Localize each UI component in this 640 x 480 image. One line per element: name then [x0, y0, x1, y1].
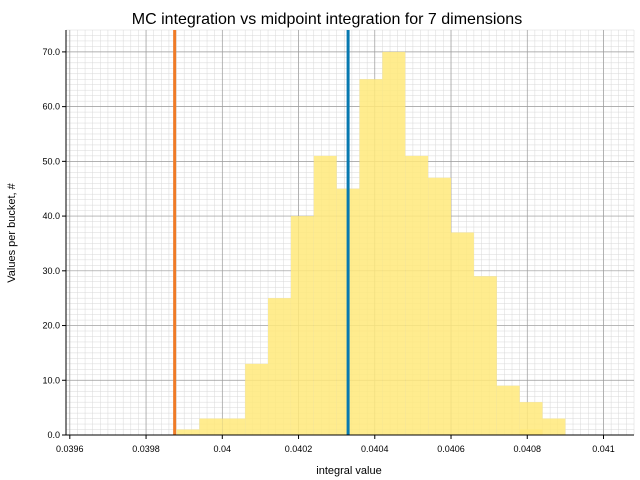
histogram-bar — [245, 363, 269, 435]
histogram-bar — [405, 155, 429, 436]
y-tick-label: 30.0 — [42, 266, 60, 276]
y-axis-label: Values per bucket, # — [6, 182, 18, 282]
histogram-bar — [519, 402, 543, 435]
histogram-bar — [290, 216, 314, 435]
y-tick-label: 60.0 — [42, 102, 60, 112]
x-axis-label: integral value — [316, 465, 381, 477]
histogram-bar — [313, 155, 337, 436]
x-tick-label: 0.0402 — [285, 444, 313, 454]
histogram-bar — [542, 418, 566, 435]
y-tick-label: 0.0 — [47, 430, 60, 440]
vertical-lines — [173, 30, 350, 435]
x-tick-label: 0.0404 — [361, 444, 389, 454]
histogram-bars — [176, 51, 566, 436]
chart-title: MC integration vs midpoint integration f… — [132, 11, 522, 28]
axes — [62, 30, 634, 439]
x-tick-label: 0.0408 — [513, 444, 541, 454]
y-tick-label: 50.0 — [42, 156, 60, 166]
histogram-bar — [268, 298, 291, 435]
y-tick-labels: 0.0 10.0 20.0 30.0 40.0 50.0 60.0 70.0 — [42, 47, 60, 440]
x-tick-label: 0.0396 — [56, 444, 84, 454]
histogram-bar — [451, 232, 474, 435]
x-tick-label: 0.0398 — [132, 444, 160, 454]
x-tick-label: 0.0406 — [437, 444, 465, 454]
histogram-bar — [519, 429, 543, 435]
histogram-bar — [176, 429, 200, 435]
histogram-bar — [428, 177, 452, 435]
histogram-bar — [382, 51, 406, 435]
histogram-bar — [359, 79, 383, 435]
histogram-bar — [496, 385, 520, 435]
histogram-bar — [199, 418, 223, 435]
x-tick-labels: 0.0396 0.0398 0.04 0.0402 0.0404 0.0406 0.0408… — [56, 444, 615, 454]
x-tick-label: 0.04 — [214, 444, 232, 454]
y-tick-label: 40.0 — [42, 211, 60, 221]
y-tick-label: 70.0 — [42, 47, 60, 57]
x-tick-label: 0.041 — [592, 444, 615, 454]
histogram-bar — [222, 418, 246, 435]
y-tick-label: 10.0 — [42, 375, 60, 385]
y-tick-label: 20.0 — [42, 321, 60, 331]
histogram-bar — [473, 276, 497, 435]
